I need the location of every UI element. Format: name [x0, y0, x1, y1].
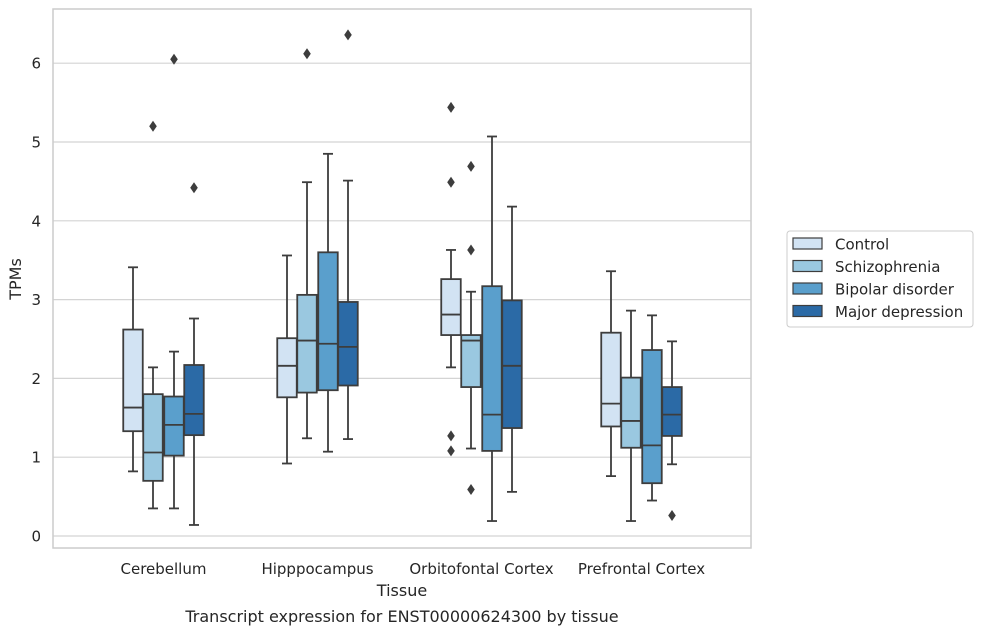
- y-tick-labels: 0 1 2 3 4 5 6: [31, 55, 41, 546]
- box-1-2: [460, 160, 482, 496]
- box-rect: [501, 299, 523, 429]
- x-tick-label-3: Prefrontal Cortex: [578, 560, 705, 578]
- y-tick-label-1: 1: [31, 449, 41, 467]
- series-major-depression: [183, 29, 683, 526]
- box-2-0: [163, 53, 185, 510]
- box-3-3: [661, 340, 683, 522]
- outlier-point-1: [467, 244, 475, 256]
- box-rect: [183, 364, 205, 437]
- outlier-point-2: [467, 484, 475, 496]
- box-1-0: [142, 120, 164, 510]
- box-rect: [337, 301, 359, 387]
- outlier-point-0: [668, 510, 676, 522]
- y-axis-label: TPMs: [6, 258, 25, 301]
- series-schizophrenia: [142, 48, 642, 522]
- legend-swatch-0: [792, 237, 823, 250]
- legend-swatch-1: [792, 259, 823, 273]
- box-rect: [163, 395, 185, 457]
- outlier-point-0: [190, 182, 198, 194]
- box-rect: [460, 334, 482, 388]
- box-0-1: [276, 254, 298, 465]
- box-0-0: [122, 266, 144, 473]
- plot-area-frame: [52, 8, 752, 549]
- box-rect: [296, 293, 318, 394]
- box-rect: [641, 349, 663, 485]
- gridlines: [53, 62, 751, 537]
- legend-label-1: Schizophrenia: [835, 258, 940, 276]
- box-3-1: [337, 29, 359, 440]
- box-rect: [276, 337, 298, 399]
- x-tick-label-2: Orbitofontal Cortex: [409, 560, 553, 578]
- outlier-point-0: [447, 101, 455, 113]
- chart-title: Transcript expression for ENST0000062430…: [184, 607, 618, 626]
- y-tick-label-4: 4: [31, 212, 41, 230]
- box-rect: [661, 386, 683, 437]
- box-0-2: [440, 101, 462, 457]
- box-3-0: [183, 182, 205, 526]
- x-tick-label-0: Cerebellum: [121, 560, 207, 578]
- box-rect: [600, 331, 622, 428]
- outlier-point-0: [149, 120, 157, 132]
- box-2-2: [481, 135, 503, 522]
- x-axis-label: Tissue: [376, 581, 427, 600]
- box-1-1: [296, 48, 318, 440]
- outlier-point-0: [303, 48, 311, 60]
- box-2-1: [317, 152, 339, 453]
- x-tick-label-1: Hipppocampus: [261, 560, 373, 578]
- outlier-point-3: [447, 445, 455, 457]
- y-tick-label-5: 5: [31, 134, 41, 152]
- legend-label-2: Bipolar disorder: [835, 281, 955, 299]
- legend-swatch-3: [792, 304, 823, 318]
- outlier-point-0: [170, 53, 178, 65]
- x-tick-labels: Cerebellum Hipppocampus Orbitofontal Corte…: [121, 560, 706, 578]
- outlier-point-0: [344, 29, 352, 41]
- series-bipolar-disorder: [163, 53, 663, 522]
- box-3-2: [501, 205, 523, 493]
- series-control: [122, 101, 622, 478]
- y-tick-label-3: 3: [31, 291, 41, 309]
- outlier-point-2: [447, 430, 455, 442]
- outlier-point-1: [447, 176, 455, 188]
- legend: Control Schizophrenia Bipolar disorder Majo…: [786, 230, 974, 328]
- legend-swatch-2: [792, 282, 823, 295]
- y-tick-label-0: 0: [31, 528, 41, 546]
- box-2-3: [641, 314, 663, 502]
- y-tick-label-2: 2: [31, 370, 41, 388]
- box-rect: [122, 328, 144, 433]
- legend-frame: [786, 230, 974, 328]
- box-rect: [620, 376, 642, 449]
- box-series: [122, 29, 683, 526]
- box-rect: [481, 285, 503, 452]
- outlier-point-0: [467, 160, 475, 172]
- box-rect: [317, 251, 339, 392]
- box-1-3: [620, 309, 642, 522]
- box-rect: [440, 278, 462, 336]
- legend-label-0: Control: [835, 236, 889, 254]
- y-tick-label-6: 6: [31, 55, 41, 73]
- legend-label-3: Major depression: [835, 303, 963, 321]
- box-0-3: [600, 270, 622, 478]
- box-rect: [142, 393, 164, 482]
